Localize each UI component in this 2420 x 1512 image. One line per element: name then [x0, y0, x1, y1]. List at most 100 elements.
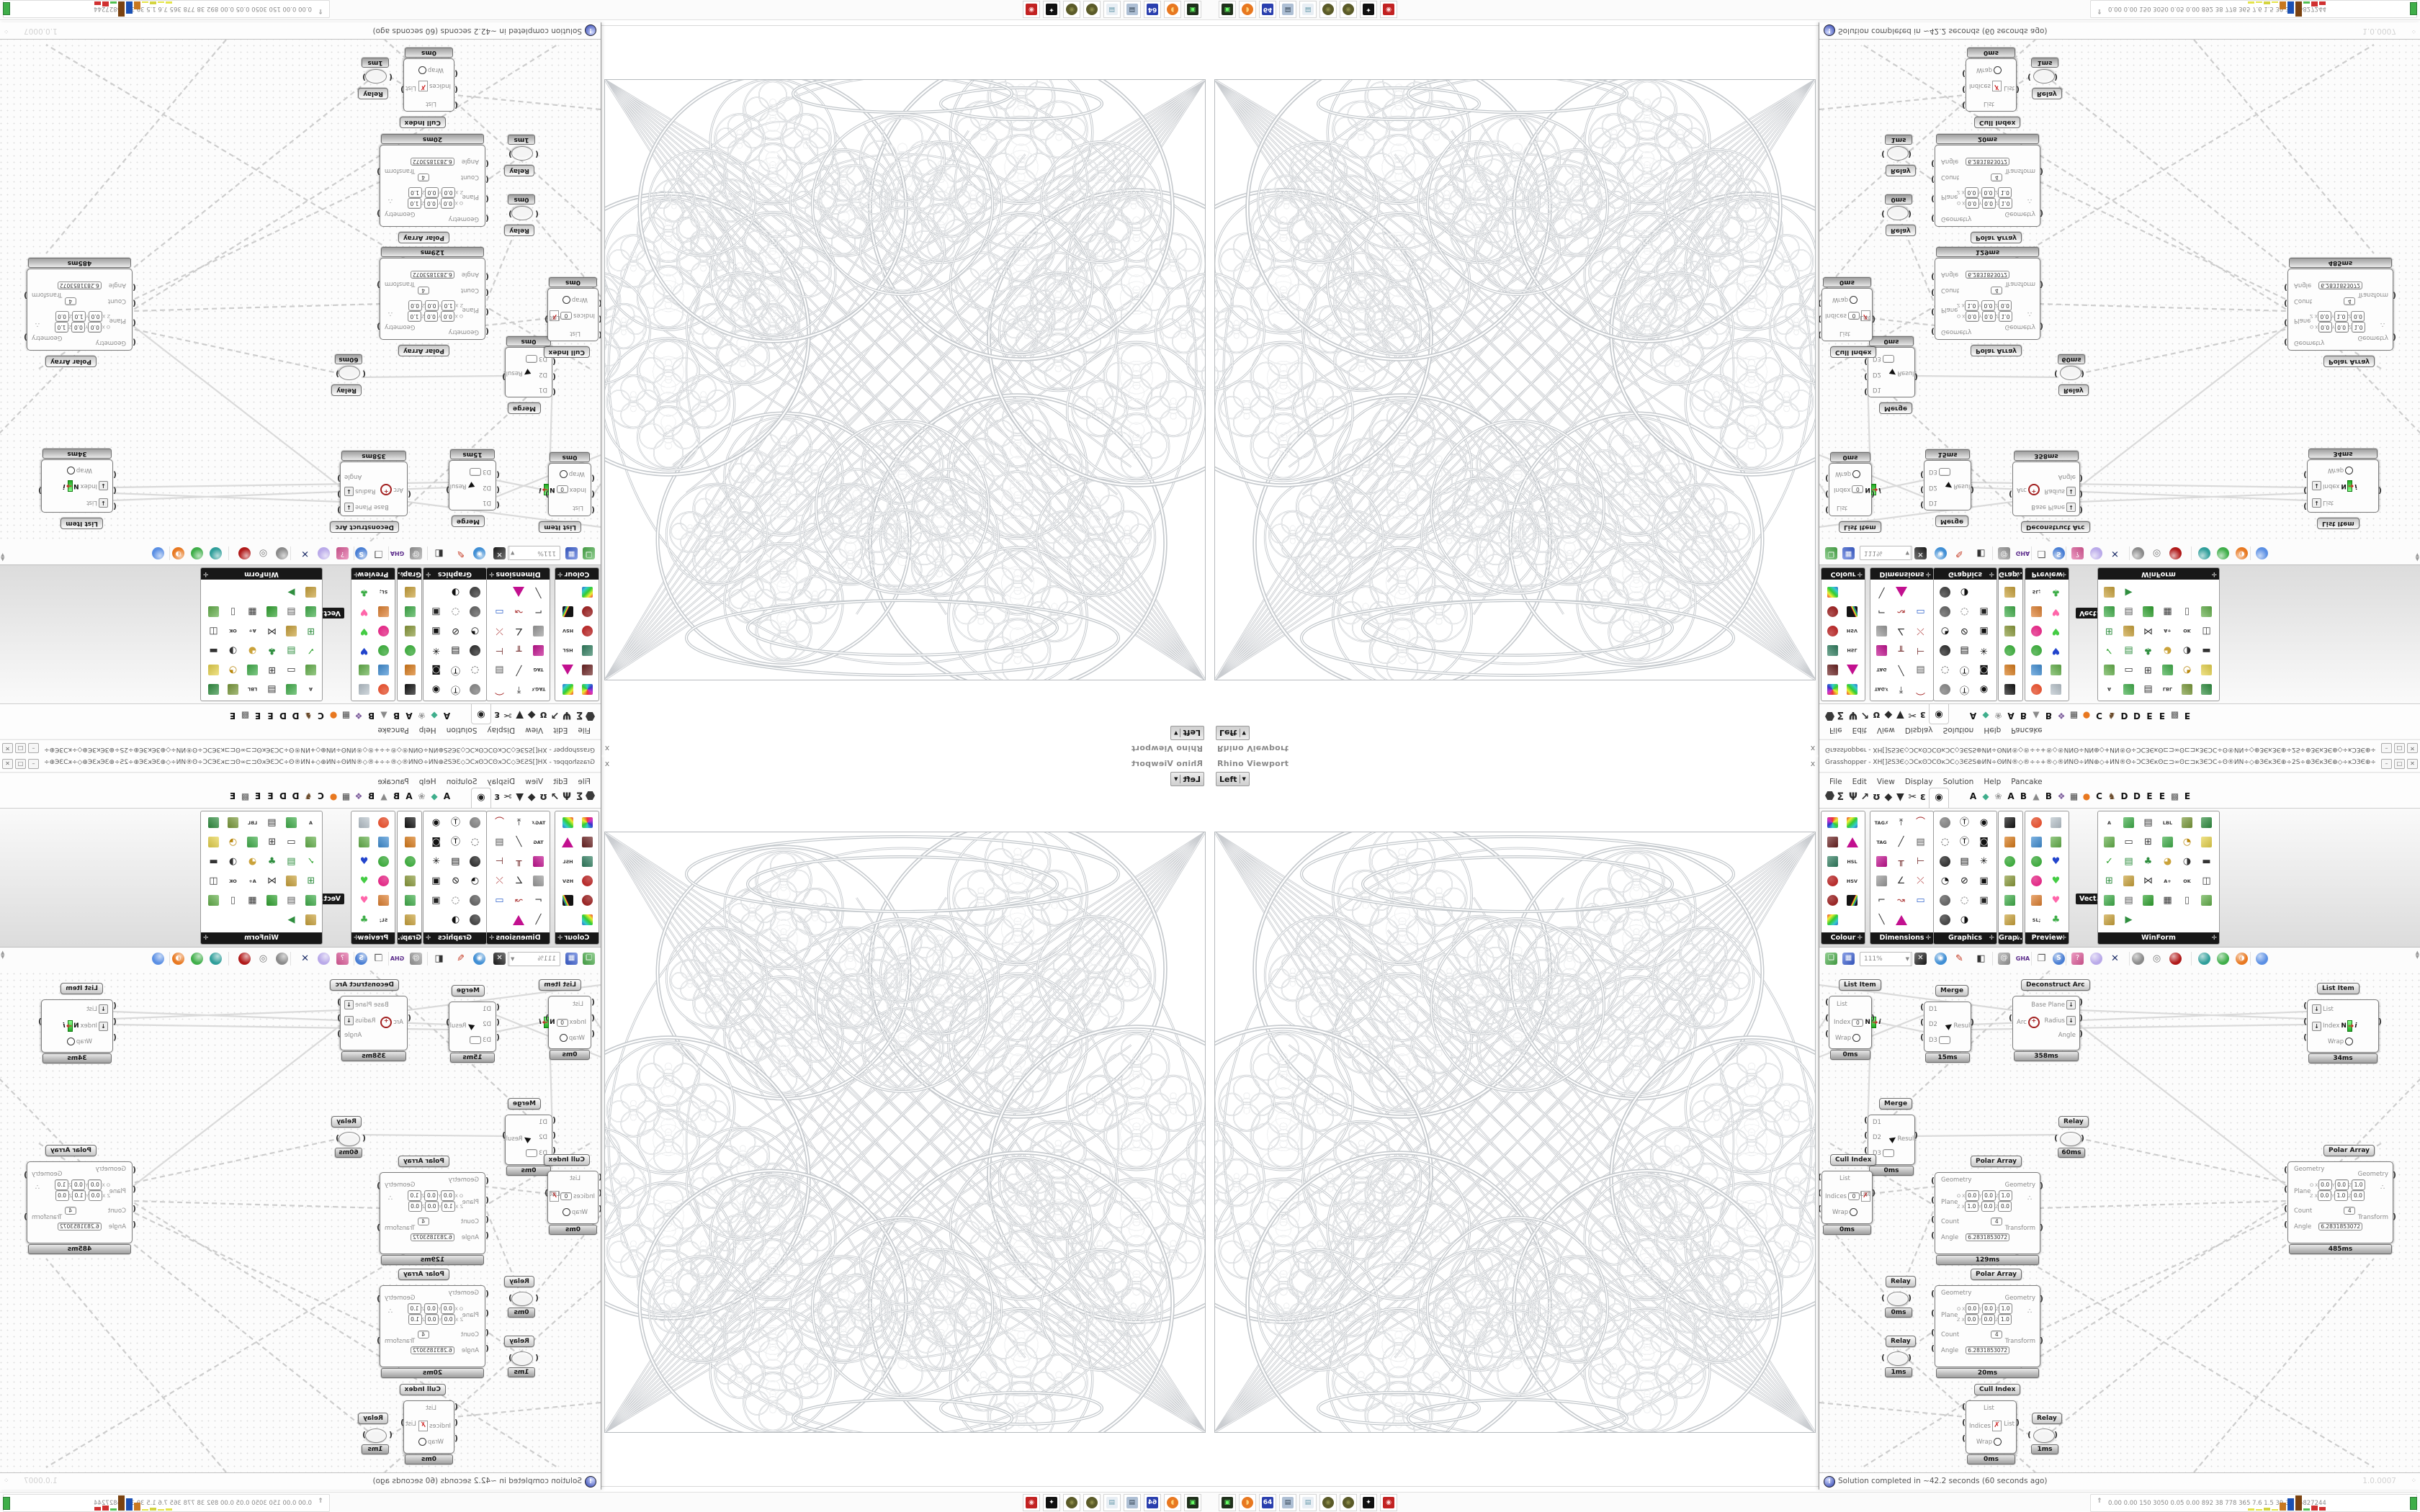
category-tab-icon[interactable]	[586, 709, 595, 721]
value-box[interactable]: 1.0	[2334, 311, 2348, 322]
value-box[interactable]: 1.0	[2334, 1190, 2348, 1201]
preview-eye-icon[interactable]: ◉	[1933, 546, 1948, 561]
value-box[interactable]: 0.0	[2351, 311, 2365, 322]
preview-eye-icon[interactable]: ◉	[1933, 951, 1948, 966]
taskbar-app-coin-2[interactable]: ◉	[1063, 1, 1080, 18]
component-icon[interactable]	[465, 852, 485, 871]
component-icon[interactable]: ◌	[451, 606, 460, 617]
category-tab-letter[interactable]: ❀	[418, 711, 426, 721]
category-tab-icon[interactable]: Σ	[575, 791, 583, 803]
port-hook[interactable]: )	[1908, 1293, 1912, 1302]
component-icon[interactable]: ♣	[267, 856, 277, 867]
port-hook[interactable]: (	[1920, 485, 1924, 495]
component-icon[interactable]: ◉	[431, 684, 441, 695]
blob-teal-icon[interactable]	[208, 546, 223, 561]
component-icon[interactable]: ◫	[2202, 876, 2211, 886]
component-icon[interactable]: ◉	[1979, 684, 1989, 695]
node-label[interactable]: Deconstruct Arc	[2021, 521, 2090, 533]
component-icon[interactable]	[400, 660, 420, 680]
grasshopper-titlebar[interactable]: Grasshopper - XH[]ƧSЗЄ◇ϽϹкʘϽϹʘкϽϹ◇ЗЄƧS⊕И…	[1819, 756, 2420, 773]
save-file-icon[interactable]: ▦	[1841, 951, 1856, 966]
component-icon[interactable]: ⊘	[452, 626, 460, 636]
node-label[interactable]: Relay	[504, 1276, 534, 1287]
value-box[interactable]: 6.2831853072	[410, 1233, 454, 1241]
donut-icon[interactable]: ◎	[259, 953, 268, 964]
value-box[interactable]: 1.0	[408, 1314, 422, 1325]
component-icon[interactable]: ⤫	[1917, 876, 1924, 886]
value-box[interactable]: 0.0	[89, 1190, 103, 1201]
taskbar-app-floppy-64[interactable]: 64	[1144, 1494, 1161, 1511]
search-icon[interactable]: S	[354, 546, 369, 561]
port-hook[interactable]: (	[591, 997, 595, 1007]
component-icon[interactable]: SL;	[379, 917, 388, 923]
port-hook[interactable]: (	[1931, 194, 1935, 204]
port-hook[interactable]: )	[23, 1170, 27, 1179]
component-icon[interactable]: ♣	[359, 914, 369, 925]
category-tab-letter[interactable]: A	[443, 711, 451, 721]
component-icon[interactable]	[1823, 602, 1842, 621]
taskbar-app-notepad[interactable]: ▤	[1103, 1, 1121, 18]
node-label[interactable]: Relay	[2032, 1413, 2062, 1424]
category-tab-icon[interactable]: Ψ	[1849, 791, 1857, 803]
taskbar-app-red-emblem[interactable]: ◉	[1380, 1, 1397, 18]
node-label[interactable]: Relay	[331, 384, 362, 396]
value-box[interactable]: 1.0	[1964, 300, 1978, 311]
palette-panel-label[interactable]: WinForm ✛	[201, 568, 322, 580]
component-icon[interactable]	[400, 621, 420, 641]
palette-panel-label[interactable]: Preview ✛	[2025, 568, 2069, 580]
component-icon[interactable]	[1842, 660, 1862, 680]
component-icon[interactable]: ▤	[451, 856, 460, 867]
component-icon[interactable]	[578, 852, 597, 871]
component-icon[interactable]: Ⓣ	[1959, 684, 1969, 695]
category-tab-letter[interactable]: B	[2020, 791, 2027, 801]
viewport-close-icon[interactable]: x	[604, 759, 610, 768]
port-hook[interactable]: (	[2284, 1184, 2288, 1194]
half-orange-icon[interactable]: ◑	[171, 951, 186, 966]
component-icon[interactable]	[2046, 660, 2066, 680]
category-tab-letter[interactable]: B	[2020, 711, 2027, 721]
component-icon[interactable]: Ⓣ	[1959, 837, 1969, 847]
menu-help[interactable]: Help	[1984, 726, 2002, 734]
component-icon[interactable]	[1872, 621, 1891, 641]
component-icon[interactable]: ◉	[431, 817, 441, 828]
port-hook[interactable]: (	[1864, 372, 1868, 382]
palette-panel-label[interactable]: Grap.. ✛	[1999, 568, 2022, 580]
canvas-scroll-arrows[interactable]: ▲ ▼	[1, 950, 5, 960]
relay-lens[interactable]	[511, 146, 533, 161]
category-tab-letter[interactable]: D	[2120, 791, 2128, 801]
sphere-blue-icon[interactable]	[2254, 546, 2269, 561]
component-icon[interactable]	[1823, 832, 1842, 852]
menu-display[interactable]: Display	[1904, 778, 1933, 786]
palette-panel-label[interactable]: Colour ✛	[1821, 568, 1865, 580]
port-hook[interactable]: )	[376, 1336, 380, 1345]
port-hook[interactable]: )	[2393, 1170, 2397, 1179]
port-hook[interactable]: )	[2079, 474, 2084, 483]
donut-icon[interactable]: ◎	[259, 548, 268, 559]
taskbar-app-skull[interactable]: ✦	[1043, 1494, 1060, 1511]
component-icon[interactable]	[301, 891, 321, 910]
component-icon[interactable]	[204, 832, 223, 852]
dna-icon[interactable]: ✕	[2111, 953, 2119, 964]
save-file-icon[interactable]: ▦	[564, 546, 579, 561]
component-icon[interactable]	[374, 891, 393, 910]
port-hook[interactable]: (	[454, 101, 458, 110]
component-icon[interactable]: ╥	[516, 645, 522, 656]
component-icon[interactable]: ⤒	[1899, 684, 1904, 695]
gift-icon[interactable]: ?	[2070, 546, 2085, 561]
port-hook[interactable]: )	[37, 1017, 42, 1026]
component-icon[interactable]: ◑	[1960, 914, 1969, 925]
component-icon[interactable]	[400, 832, 420, 852]
relay-lens[interactable]	[1887, 206, 1909, 220]
value-box[interactable]: 0.0	[1981, 311, 1996, 322]
component-icon[interactable]	[465, 582, 485, 602]
component-icon[interactable]: ▤	[2124, 895, 2133, 906]
window-export-icon[interactable]: ❐	[374, 953, 383, 964]
viewport-close-icon[interactable]: x	[1810, 759, 1816, 768]
component-icon[interactable]	[2000, 641, 2020, 660]
component-icon[interactable]: Ⓣ	[451, 837, 461, 847]
category-tab-letter[interactable]: E	[2146, 711, 2153, 721]
resize-grip[interactable]: ⁘	[3, 27, 9, 35]
taskbar-app-coin-2[interactable]: ◉	[1340, 1494, 1357, 1511]
component-icon[interactable]: ▯	[2184, 895, 2190, 906]
category-tab-letter[interactable]: ❖	[2057, 711, 2066, 721]
